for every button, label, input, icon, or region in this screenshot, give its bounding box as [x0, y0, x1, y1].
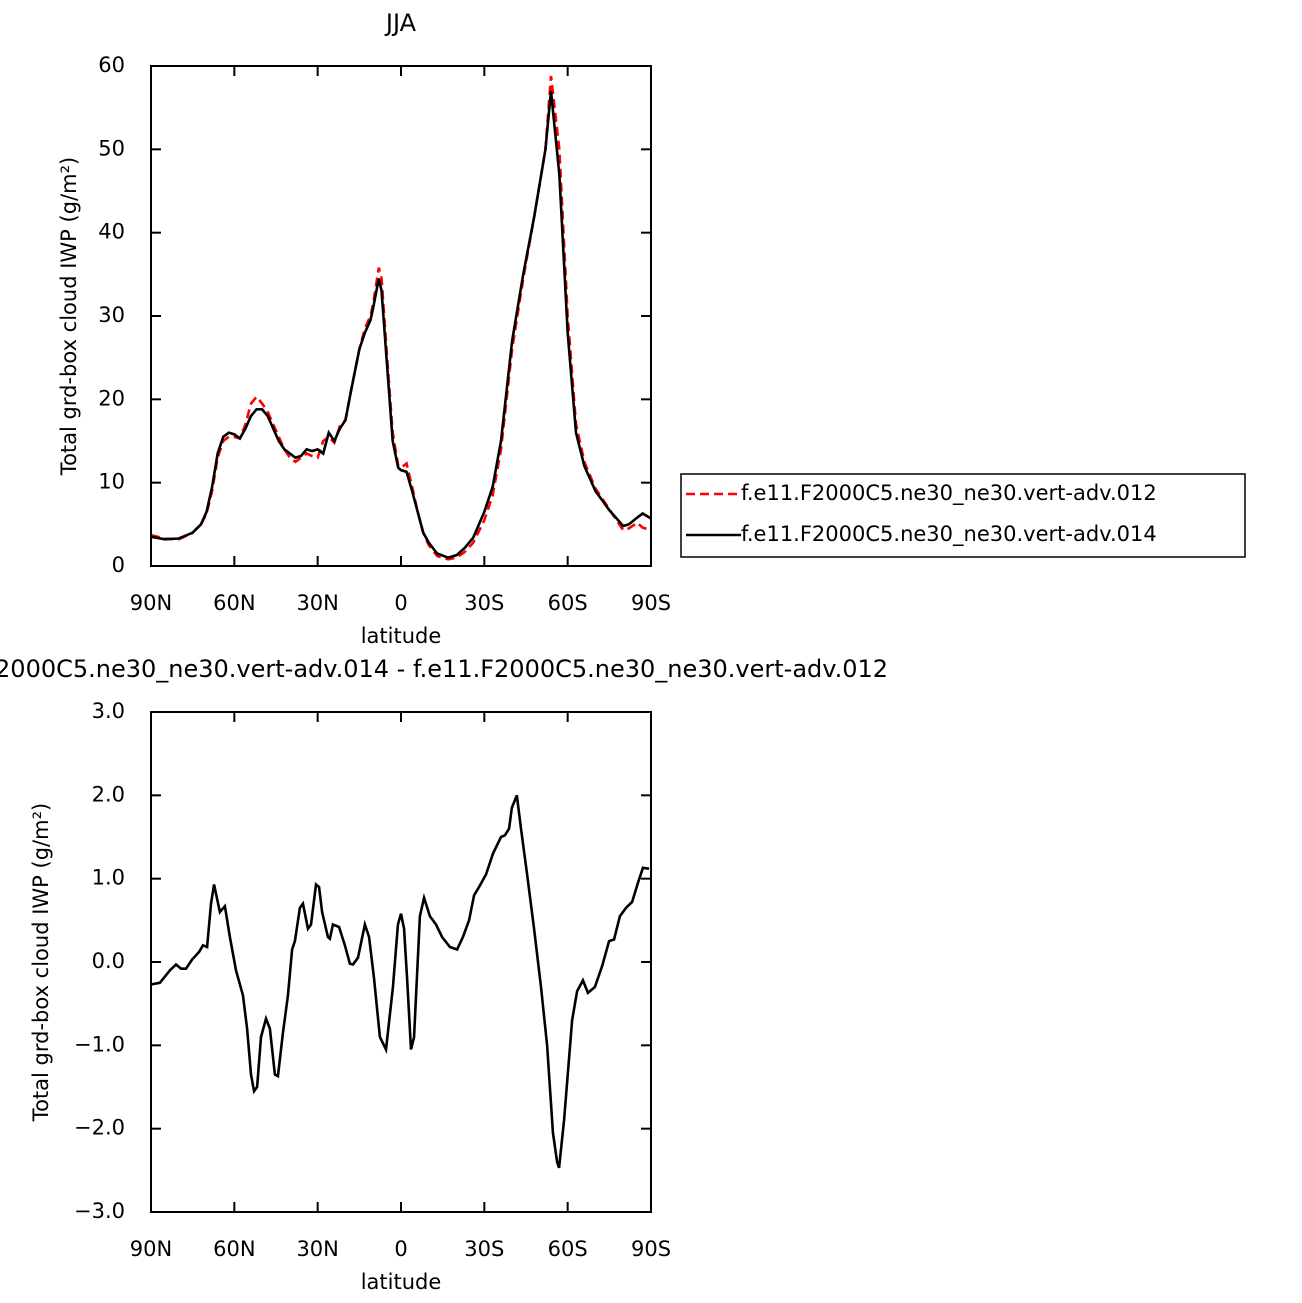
legend-label: f.e11.F2000C5.ne30_ne30.vert-adv.014 [741, 522, 1157, 547]
y-tick-label: 40 [98, 220, 125, 244]
plot-frame [150, 711, 652, 1213]
y-tick-label: 0 [112, 553, 125, 577]
data-line [151, 794, 650, 1169]
y-tick-label: −3.0 [74, 1199, 125, 1223]
y-axis-label: Total grd-box cloud IWP (g/m²) [57, 157, 81, 476]
x-tick-label: 90N [130, 591, 172, 615]
y-tick-label: 60 [98, 53, 125, 77]
x-tick-label: 60N [213, 1237, 255, 1261]
y-tick-label: 30 [98, 303, 125, 327]
y-tick-label: 0.0 [92, 949, 125, 973]
y-tick-label: −1.0 [74, 1032, 125, 1056]
plot-frame [150, 65, 652, 567]
y-tick-label: 10 [98, 470, 125, 494]
x-tick-label: 30N [296, 591, 338, 615]
data-line [151, 75, 651, 561]
legend-box [680, 473, 1246, 558]
x-tick-label: 90S [631, 591, 671, 615]
x-tick-label: 90N [130, 1237, 172, 1261]
y-tick-label: 1.0 [92, 866, 125, 890]
x-axis-label: latitude [361, 1270, 442, 1294]
y-tick-label: 50 [98, 136, 125, 160]
y-tick-label: 3.0 [92, 699, 125, 723]
x-tick-label: 30N [296, 1237, 338, 1261]
x-axis-label: latitude [361, 624, 442, 648]
data-line [151, 90, 651, 560]
x-tick-label: 30S [464, 591, 504, 615]
y-tick-label: −2.0 [74, 1116, 125, 1140]
x-tick-label: 90S [631, 1237, 671, 1261]
x-tick-label: 30S [464, 1237, 504, 1261]
y-axis-label: Total grd-box cloud IWP (g/m²) [29, 803, 53, 1122]
legend-label: f.e11.F2000C5.ne30_ne30.vert-adv.012 [741, 481, 1157, 506]
chart-title: f.e11.F2000C5.ne30_ne30.vert-adv.014 - f… [0, 655, 888, 683]
x-tick-label: 0 [394, 591, 407, 615]
x-tick-label: 60N [213, 591, 255, 615]
chart-title: JJA [384, 9, 417, 37]
x-tick-label: 60S [548, 591, 588, 615]
x-tick-label: 0 [394, 1237, 407, 1261]
y-tick-label: 20 [98, 386, 125, 410]
x-tick-label: 60S [548, 1237, 588, 1261]
y-tick-label: 2.0 [92, 782, 125, 806]
